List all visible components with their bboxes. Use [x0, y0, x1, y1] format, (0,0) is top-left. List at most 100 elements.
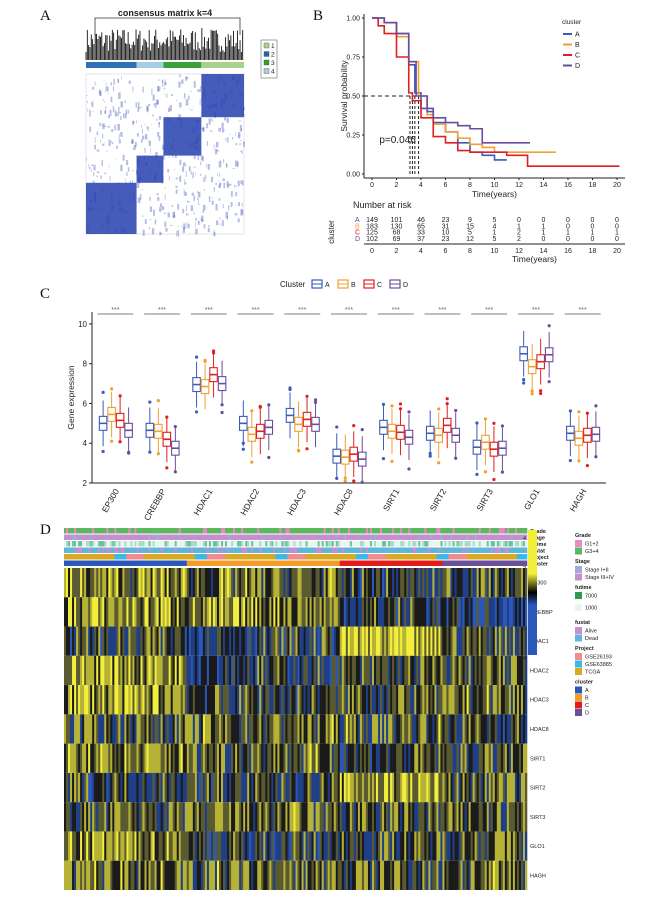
annotation-cell [120, 547, 123, 553]
annotation-cell [265, 554, 268, 560]
annotation-cell [456, 534, 459, 540]
heatmap-cell [446, 831, 449, 861]
heatmap-cell [470, 831, 473, 861]
heatmap-cell [122, 802, 125, 832]
annotation-cell [339, 541, 343, 547]
heatmap-cell [247, 772, 250, 803]
matrix-noise [205, 174, 207, 180]
heatmap-cell [335, 743, 339, 773]
annotation-cell [146, 528, 149, 534]
annotation-cell [64, 534, 67, 540]
heatmap-cell [219, 597, 222, 627]
annotation-cell [488, 534, 492, 540]
annotation-cell [281, 560, 284, 566]
heatmap-cell [408, 568, 411, 598]
annotation-cell [502, 528, 506, 534]
heatmap-cell [307, 685, 310, 715]
annotation-cell [388, 547, 391, 553]
heatmap-cell [184, 860, 188, 890]
annotation-cell [106, 560, 109, 566]
annotation-cell [482, 560, 486, 566]
matrix-noise [139, 107, 142, 109]
risk-value: 0 [542, 236, 546, 243]
heatmap-cell [88, 626, 91, 656]
heatmap-cell [351, 685, 355, 715]
heatmap-cell [210, 860, 214, 890]
heatmap-cell [345, 714, 349, 744]
matrix-noise [102, 123, 105, 130]
heatmap-cell [466, 568, 469, 598]
heatmap-cell [245, 743, 248, 773]
heatmap-cell [198, 772, 202, 803]
annotation-cell [299, 547, 302, 553]
annotation-cell [380, 541, 383, 547]
matrix-noise [193, 81, 196, 88]
heatmap-cell [110, 831, 113, 861]
annotation-cell [325, 560, 329, 566]
annotation-cell [156, 541, 159, 547]
heatmap-cell [376, 802, 379, 832]
annotation-cell [452, 541, 455, 547]
heatmap-cell [245, 831, 248, 861]
outlier-point [165, 415, 169, 419]
heatmap-cell [279, 772, 282, 803]
heatmap-cell [128, 597, 131, 627]
heatmap-cell [267, 568, 270, 598]
heatmap-cell [380, 626, 383, 656]
annotation-cell [255, 554, 258, 560]
annotation-cell [520, 554, 524, 560]
annotation-cell [277, 554, 280, 560]
annotation-cell [355, 554, 359, 560]
heatmap-cell [357, 831, 361, 861]
annotation-cell [388, 528, 391, 534]
annotation-cell [510, 534, 514, 540]
annotation-cell [269, 560, 272, 566]
heatmap-cell [331, 772, 335, 803]
matrix-noise [228, 205, 230, 211]
heatmap-cell [138, 714, 141, 744]
matrix-noise [226, 216, 229, 220]
heatmap-cell [174, 802, 178, 832]
annotation-cell [376, 554, 379, 560]
annotation-cell [120, 560, 123, 566]
heatmap-cell [259, 568, 262, 598]
heatmap-cell [134, 860, 137, 890]
annotation-cell [295, 560, 298, 566]
heatmap-cell [476, 597, 479, 627]
annotation-cell [100, 534, 103, 540]
matrix-noise [139, 194, 142, 201]
heatmap-cell [442, 860, 445, 890]
annotation-cell [132, 534, 135, 540]
annotation-cell [333, 534, 337, 540]
heatmap-cell [299, 743, 302, 773]
matrix-noise [243, 141, 245, 147]
heatmap-cell [418, 772, 421, 803]
heatmap-cell [251, 714, 254, 744]
annotation-cell [504, 560, 508, 566]
heatmap-cell [406, 831, 409, 861]
heatmap-cell [186, 597, 190, 627]
heatmap-cell [208, 597, 212, 627]
heatmap-cell [231, 685, 234, 715]
heatmap-cell [182, 597, 186, 627]
matrix-noise [148, 227, 151, 230]
heatmap-cell [476, 802, 479, 832]
heatmap-cell [361, 626, 365, 656]
annotation-cell [301, 560, 304, 566]
risk-value: 31 [442, 223, 450, 230]
heatmap-cell [512, 743, 516, 773]
annotation-cell [138, 560, 141, 566]
heatmap-cell [70, 860, 73, 890]
matrix-noise [171, 205, 174, 207]
heatmap-cell [371, 802, 375, 832]
heatmap-cell [315, 772, 318, 803]
heatmap-cell [448, 772, 451, 803]
heatmap-cell [281, 597, 284, 627]
annotation-cell [464, 534, 467, 540]
annotation-cell [148, 547, 151, 553]
annotation-cell [66, 541, 69, 547]
heatmap-cell [351, 802, 355, 832]
heatmap-cell [142, 685, 145, 715]
annotation-cell [92, 554, 95, 560]
heatmap-cell [160, 626, 163, 656]
